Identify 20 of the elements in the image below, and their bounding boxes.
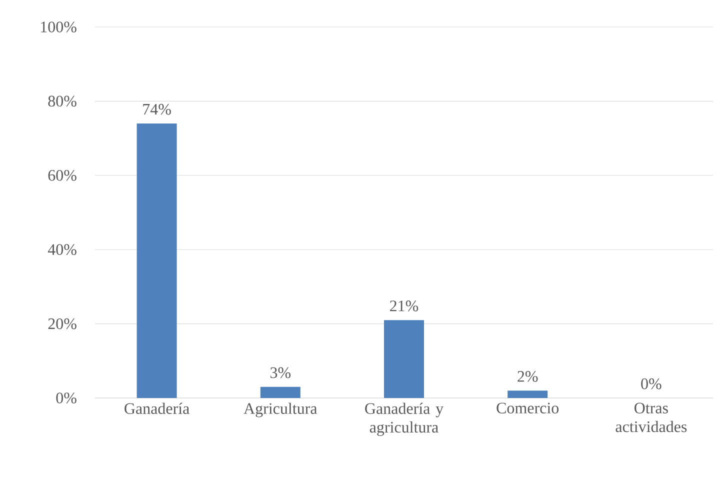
x-tick-label: Agricultura: [244, 402, 318, 418]
y-tick-label: 40%: [48, 244, 76, 256]
bar: [384, 320, 424, 398]
y-tick-label: 60%: [48, 170, 76, 181]
bar: [260, 386, 300, 398]
x-tick-label: Otras actividades: [616, 402, 687, 432]
x-tick-label: Ganadería: [124, 402, 190, 414]
data-label: 21%: [390, 300, 418, 312]
data-label: 3%: [270, 367, 291, 378]
y-tick-label: 0%: [56, 392, 76, 404]
bar: [508, 390, 548, 398]
data-label: 2%: [518, 371, 538, 382]
y-tick-label: 20%: [48, 318, 76, 330]
x-tick-label: Comercio: [496, 402, 559, 414]
bar: [136, 123, 177, 398]
data-label: 0%: [641, 378, 662, 390]
data-label: 74%: [143, 104, 171, 115]
y-tick-label: 80%: [48, 96, 76, 107]
x-tick-label: Ganadería y agricultura: [365, 402, 444, 436]
y-tick-label: 100%: [41, 22, 76, 32]
